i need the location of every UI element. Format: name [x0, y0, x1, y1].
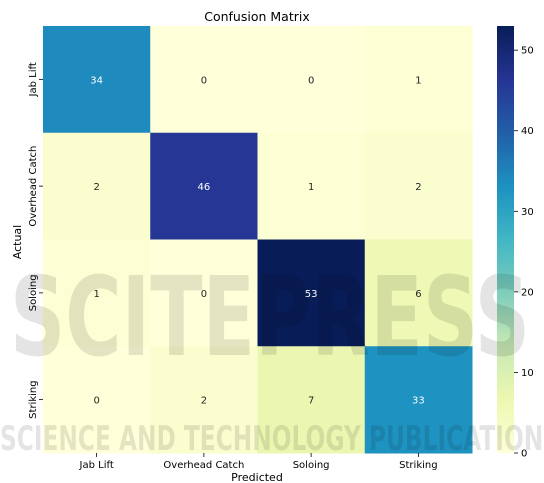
- colorbar-tick-label: 50: [521, 46, 534, 57]
- heatmap-cell-label-r0-c3: 1: [415, 75, 421, 86]
- chart-title: Confusion Matrix: [204, 9, 310, 24]
- heatmap-cell-label-r0-c1: 0: [201, 75, 207, 86]
- heatmap-cell-label-r0-c0: 34: [90, 75, 103, 86]
- colorbar-tick-label: 40: [521, 126, 534, 137]
- y-tick-label: Striking: [28, 380, 39, 418]
- heatmap-cell-r3-c3: [364, 346, 473, 454]
- x-axis-label: Predicted: [231, 471, 283, 483]
- colorbar-tick-label: 10: [521, 368, 534, 379]
- heatmap-cell-r3-c1: [150, 346, 258, 454]
- y-tick-label: Overhead Catch: [28, 146, 39, 227]
- heatmap-cell-label-r2-c1: 0: [201, 289, 207, 300]
- watermark: SCITEPRESS SCIENCE AND TECHNOLOGY PUBLIC…: [0, 253, 544, 459]
- heatmap-cell-r2-c1: [150, 239, 258, 347]
- heatmap-cell-r3-c2: [257, 346, 366, 454]
- heatmap-cell-r2-c2: [257, 239, 366, 347]
- heatmap-cell-label-r3-c1: 2: [201, 396, 207, 407]
- watermark-line-1: SCITEPRESS: [10, 253, 530, 381]
- x-tick-label: Striking: [399, 460, 437, 471]
- heatmap-cell-r0-c0: [43, 26, 151, 134]
- colorbar-ticks: 0 10 20 30 40 50: [514, 46, 534, 460]
- y-tick-label: Soloing: [28, 274, 39, 311]
- heatmap-cell-r2-c0: [43, 239, 151, 347]
- colorbar-tick-label: 0: [521, 449, 527, 460]
- heatmap-cell-label-r1-c3: 2: [415, 182, 421, 193]
- heatmap-cell-r0-c2: [257, 26, 366, 134]
- heatmap-cell-label-r1-c1: 46: [198, 182, 211, 193]
- heatmap-cell-r0-c1: [150, 26, 258, 134]
- colorbar: [497, 26, 514, 453]
- y-axis-label: Actual: [11, 225, 24, 259]
- heatmap-cell-label-r3-c2: 7: [308, 396, 314, 407]
- heatmap-cell-label-r0-c2: 0: [308, 75, 314, 86]
- colorbar-tick-label: 30: [521, 207, 534, 218]
- heatmap-cell-label-r2-c0: 1: [93, 289, 99, 300]
- x-tick-label: Jab Lift: [79, 460, 114, 471]
- y-tick-labels: Jab Lift Overhead Catch Soloing Striking: [28, 62, 43, 419]
- heatmap-cell-r1-c2: [257, 132, 366, 240]
- heatmap-cell-label-r3-c0: 0: [93, 396, 99, 407]
- heatmap-cells: 34 0 0 1 2 46 1 2 1 0 53 6 0 2 7 33: [43, 26, 473, 454]
- x-tick-label: Overhead Catch: [163, 460, 244, 471]
- heatmap-cell-r2-c3: [364, 239, 473, 347]
- heatmap-cell-label-r1-c0: 2: [93, 182, 99, 193]
- heatmap-cell-r1-c3: [364, 132, 473, 240]
- x-tick-labels: Jab Lift Overhead Catch Soloing Striking: [79, 453, 438, 471]
- heatmap-cell-label-r1-c2: 1: [308, 182, 314, 193]
- heatmap-cell-r3-c0: [43, 346, 151, 454]
- watermark-line-2: SCIENCE AND TECHNOLOGY PUBLICATIONS: [0, 419, 544, 459]
- x-tick-label: Soloing: [293, 460, 330, 471]
- colorbar-tick-label: 20: [521, 287, 534, 298]
- heatmap-cell-label-r3-c3: 33: [412, 396, 425, 407]
- heatmap-cell-r0-c3: [364, 26, 473, 134]
- y-tick-label: Jab Lift: [28, 62, 39, 97]
- heatmap-cell-r1-c1: [150, 132, 258, 240]
- heatmap-cell-label-r2-c3: 6: [415, 289, 421, 300]
- heatmap-cell-label-r2-c2: 53: [305, 289, 318, 300]
- heatmap-cell-r1-c0: [43, 132, 151, 240]
